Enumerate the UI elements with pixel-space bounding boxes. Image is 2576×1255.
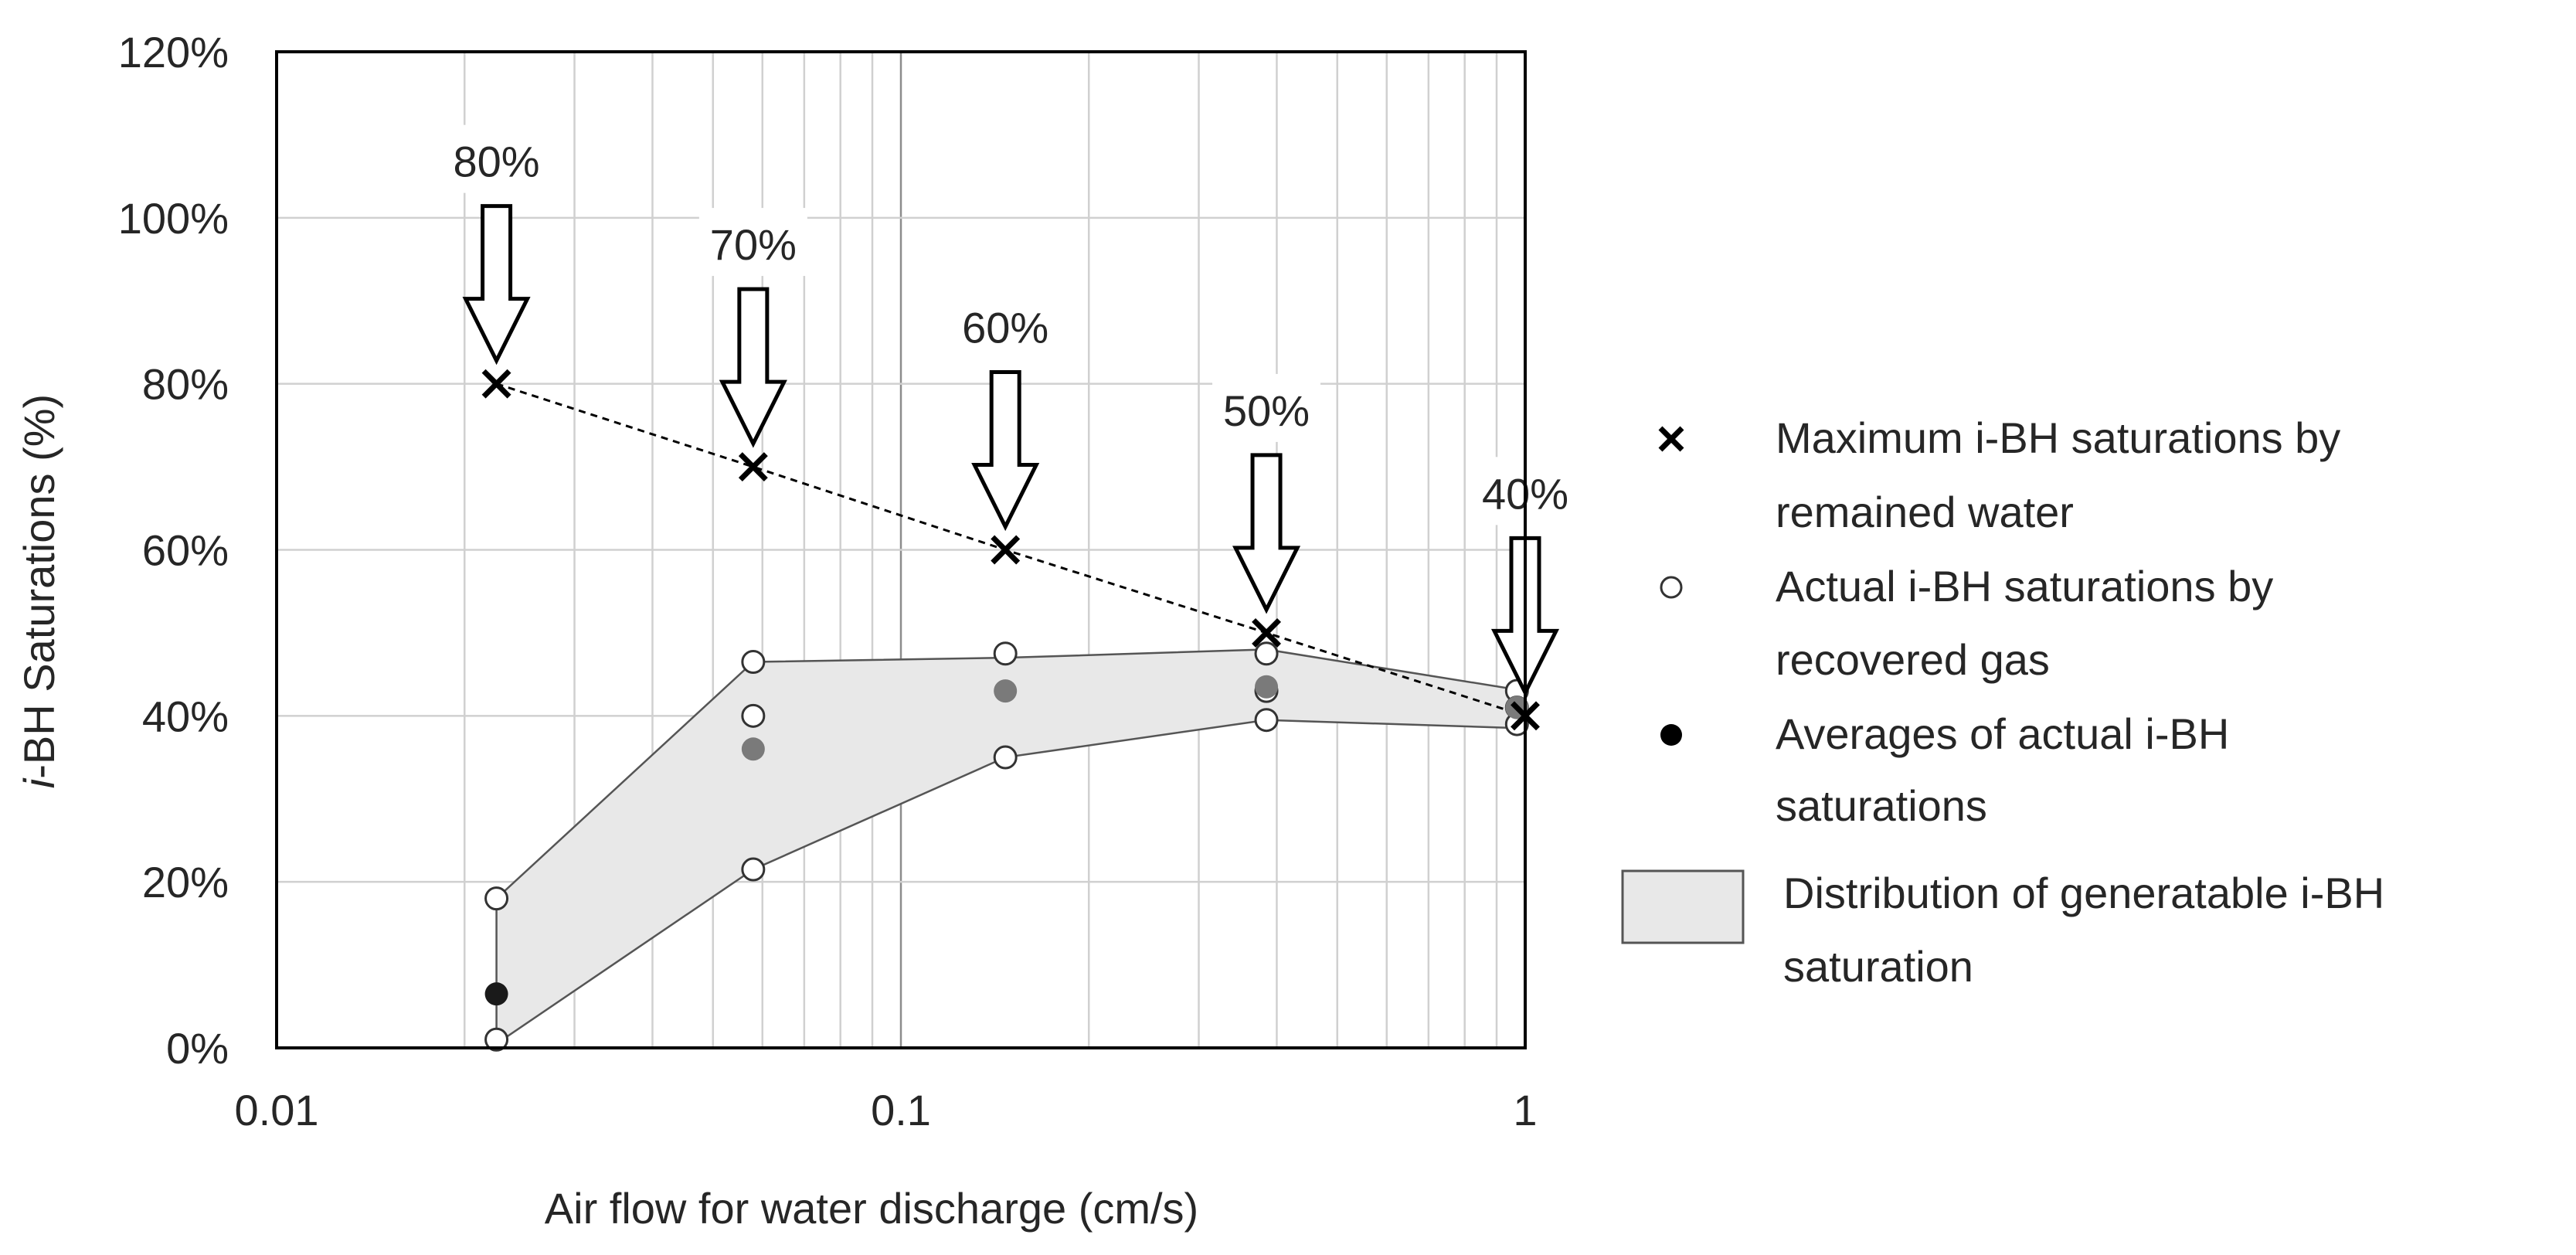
down-arrow	[971, 370, 1040, 532]
legend-label: recovered gas	[1776, 635, 2050, 684]
actual-saturation-point	[741, 703, 766, 728]
max-saturation-x-marker	[1252, 617, 1282, 648]
legend-open-circle	[1660, 576, 1683, 599]
actual-saturation-point	[741, 650, 766, 675]
annotation-label-bg	[1212, 373, 1321, 442]
band-layer	[495, 648, 1525, 1046]
y-tick-label: 60%	[142, 526, 229, 575]
down-arrow	[719, 287, 787, 448]
axes	[275, 50, 1527, 1049]
x-tick-label: 1	[1513, 1086, 1537, 1134]
grid	[275, 50, 1527, 1049]
actual-saturation-point	[741, 857, 766, 882]
max-saturation-x-marker	[738, 452, 768, 482]
legend-band-swatch	[1621, 869, 1745, 944]
y-tick-label: 80%	[142, 360, 229, 409]
y-tick-label: 100%	[118, 194, 229, 243]
actual-saturation-point	[1254, 708, 1279, 733]
annotation-label: 80%	[454, 138, 540, 186]
y-tick-label: 20%	[142, 858, 229, 906]
actual-saturation-point	[993, 745, 1018, 770]
average-saturation-point	[484, 982, 508, 1006]
y-axis-label-italic: i	[15, 777, 63, 788]
legend-label: saturation	[1783, 942, 1973, 991]
annotation-arrow: 70%	[698, 208, 807, 448]
legend-label: Actual i-BH saturations by	[1776, 562, 2273, 610]
annotation-arrow: 60%	[951, 291, 1060, 532]
legend-filled-circle	[1660, 724, 1682, 746]
actual-saturation-point	[993, 641, 1018, 666]
annotation-arrow: 50%	[1212, 373, 1321, 614]
legend-x-marker	[1658, 426, 1684, 452]
annotation-label-bg	[951, 291, 1060, 359]
max-saturation-x-marker	[991, 535, 1021, 565]
average-saturation-point	[994, 679, 1018, 703]
annotation-label-bg	[442, 124, 551, 193]
actual-saturation-point	[484, 1027, 509, 1052]
legend-label: saturations	[1776, 781, 1987, 830]
y-axis-label: i-BH Saturations (%)	[15, 394, 63, 788]
legend-entry: Actual i-BH saturations by recovered gas	[1660, 562, 2273, 684]
legend-label: Distribution of generatable i-BH	[1783, 869, 2384, 917]
legend-entry: Maximum i-BH saturations by remained wate…	[1658, 413, 2340, 536]
legend: Maximum i-BH saturations by remained wate…	[1621, 413, 2384, 991]
tick-labels: 0% 20% 40% 60% 80% 100% 120% 0.01 0.1 1	[118, 28, 1538, 1134]
actual-saturation-point	[484, 886, 509, 911]
saturation-distribution-band	[495, 648, 1525, 1046]
y-tick-label: 120%	[118, 28, 229, 77]
x-axis-label: Air flow for water discharge (cm/s)	[545, 1184, 1198, 1233]
annotation-label-bg	[698, 208, 807, 277]
legend-entry: Averages of actual i-BH saturations	[1660, 709, 2229, 830]
legend-entry: Distribution of generatable i-BH saturati…	[1621, 869, 2384, 991]
down-arrow	[1232, 453, 1301, 614]
legend-label: Maximum i-BH saturations by	[1776, 413, 2340, 462]
annotation-arrow: 80%	[442, 124, 551, 366]
average-saturation-point	[741, 737, 765, 761]
plot-frame	[275, 50, 1527, 1049]
annotation-label: 70%	[710, 220, 797, 269]
x-tick-label: 0.01	[235, 1086, 319, 1134]
annotation-label: 60%	[962, 304, 1048, 352]
y-axis-label-rest: -BH Saturations (%)	[15, 394, 63, 779]
annotation-layer: 80%70%60%50%40%	[442, 124, 1579, 697]
legend-label: Averages of actual i-BH	[1776, 709, 2229, 758]
average-saturation-point	[1255, 675, 1279, 699]
annotation-label: 50%	[1223, 386, 1310, 435]
legend-label: remained water	[1776, 488, 2074, 536]
max-saturation-x-marker	[481, 369, 511, 399]
x-tick-label: 0.1	[871, 1086, 931, 1134]
y-tick-label: 0%	[166, 1024, 229, 1073]
y-tick-label: 40%	[142, 692, 229, 740]
down-arrow	[462, 204, 531, 366]
actual-saturation-point	[1254, 641, 1279, 666]
